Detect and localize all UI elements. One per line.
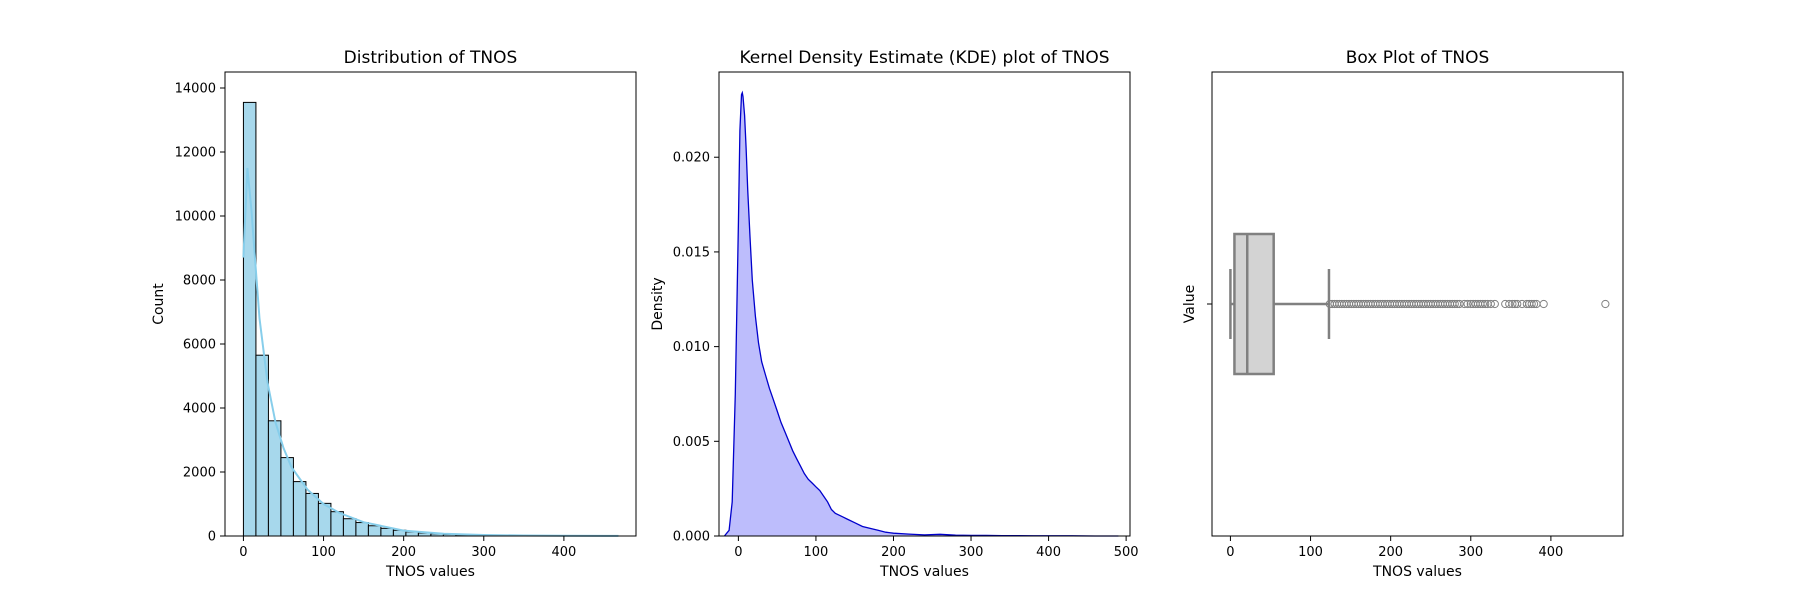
histogram-bar <box>305 492 319 537</box>
kde-ticks: 0 100 200 300 400 500 0.000 0.005 0.010 0.015 0.02… <box>673 151 1139 560</box>
histogram-panel: 0 100 200 300 400020004000600080001000012000… <box>151 48 637 580</box>
boxplot-outlier-point <box>1478 299 1487 309</box>
boxplot-outlier-point <box>1481 299 1490 309</box>
kde-x-tick-label: 500 <box>1114 545 1139 560</box>
boxplot-outlier-point <box>1455 299 1464 309</box>
boxplot-outlier-point <box>1539 299 1548 309</box>
histogram-y-tick-label: 12000 <box>175 146 216 161</box>
histogram-bar <box>342 518 357 537</box>
boxplot-outlier-point <box>1450 299 1459 309</box>
histogram-y-tick-label: 6000 <box>183 338 216 353</box>
boxplot-x-axis-label: TNOS values <box>1372 564 1462 580</box>
histogram-x-tick-label: 200 <box>391 545 416 560</box>
boxplot-ticks: 0 100 200 300 400 <box>1207 303 1563 560</box>
histogram-bar <box>317 502 332 537</box>
histogram-bar <box>267 420 282 537</box>
boxplot-x-tick-label: 200 <box>1378 545 1403 560</box>
kde-x-axis-label: TNOS values <box>879 564 969 580</box>
kde-y-tick-label: 0.020 <box>673 151 710 166</box>
histogram-x-tick-label: 0 <box>239 545 247 560</box>
boxplot-x-tick-label: 300 <box>1458 545 1483 560</box>
boxplot-outlier-point <box>1508 299 1517 309</box>
histogram-ticks: 0 100 200 300 400020004000600080001000012000… <box>175 82 577 561</box>
kde-y-axis-label: Density <box>650 277 666 330</box>
kde-fill-area <box>724 92 1119 537</box>
kde-panel: 0 100 200 300 400 500 0.000 0.005 0.010 0.015 0.02… <box>650 48 1139 580</box>
kde-y-tick-label: 0.005 <box>673 435 710 450</box>
boxplot-x-tick-label: 100 <box>1298 545 1323 560</box>
kde-y-tick-label: 0.010 <box>673 340 710 355</box>
boxplot-outlier-point <box>1527 299 1536 309</box>
kde-title: Kernel Density Estimate (KDE) plot of TN… <box>739 48 1109 68</box>
histogram-kde-line <box>242 167 619 537</box>
boxplot-outlier-point <box>1490 299 1499 309</box>
kde-plot-layer <box>723 90 1119 537</box>
boxplot-title: Box Plot of TNOS <box>1346 48 1490 68</box>
boxplot-box <box>1233 232 1275 376</box>
kde-x-tick-label: 300 <box>959 545 984 560</box>
boxplot-outlier-point <box>1463 299 1472 309</box>
kde-x-tick-label: 100 <box>804 545 829 560</box>
histogram-bar <box>242 101 257 537</box>
kde-x-tick-label: 0 <box>734 545 742 560</box>
histogram-axes-frame <box>224 71 637 537</box>
histogram-bar <box>292 481 307 537</box>
boxplot-outlier-point <box>1529 299 1539 309</box>
histogram-y-tick-label: 8000 <box>183 274 216 289</box>
histogram-y-tick-label: 14000 <box>175 82 216 97</box>
boxplot-outlier-point <box>1486 299 1495 309</box>
boxplot-plot-layer <box>1229 232 1610 376</box>
histogram-y-tick-label: 10000 <box>175 210 216 225</box>
boxplot-outlier-point <box>1460 299 1469 309</box>
histogram-bar <box>355 522 369 537</box>
histogram-y-tick-label: 0 <box>208 530 216 545</box>
boxplot-outlier-point <box>1601 299 1610 309</box>
histogram-x-tick-label: 100 <box>311 545 336 560</box>
histogram-x-tick-label: 400 <box>551 545 576 560</box>
boxplot-outlier-point <box>1505 299 1514 309</box>
histogram-bar <box>367 525 382 537</box>
histogram-y-axis-label: Count <box>151 283 167 325</box>
histogram-plot-layer <box>242 101 619 537</box>
boxplot-x-tick-label: 0 <box>1226 545 1234 560</box>
boxplot-x-tick-label: 400 <box>1538 545 1563 560</box>
kde-y-tick-label: 0.015 <box>673 245 710 260</box>
histogram-bar <box>380 527 394 537</box>
boxplot-panel: 0 100 200 300 400 Box Plot of TNOS TNOS valu… <box>1182 48 1624 580</box>
kde-x-tick-label: 200 <box>881 545 906 560</box>
boxplot-outlier-point <box>1513 299 1522 309</box>
histogram-bar <box>330 511 344 537</box>
kde-line <box>723 90 1119 537</box>
boxplot-y-axis-label: Value <box>1182 285 1198 323</box>
histogram-title: Distribution of TNOS <box>344 48 518 68</box>
kde-axes-frame <box>718 71 1131 537</box>
kde-y-tick-label: 0.000 <box>673 530 710 545</box>
histogram-x-axis-label: TNOS values <box>385 564 475 580</box>
histogram-x-tick-label: 300 <box>471 545 496 560</box>
kde-x-tick-label: 400 <box>1036 545 1061 560</box>
histogram-y-tick-label: 2000 <box>183 466 216 481</box>
histogram-bar <box>280 457 294 537</box>
histogram-y-tick-label: 4000 <box>183 402 216 417</box>
